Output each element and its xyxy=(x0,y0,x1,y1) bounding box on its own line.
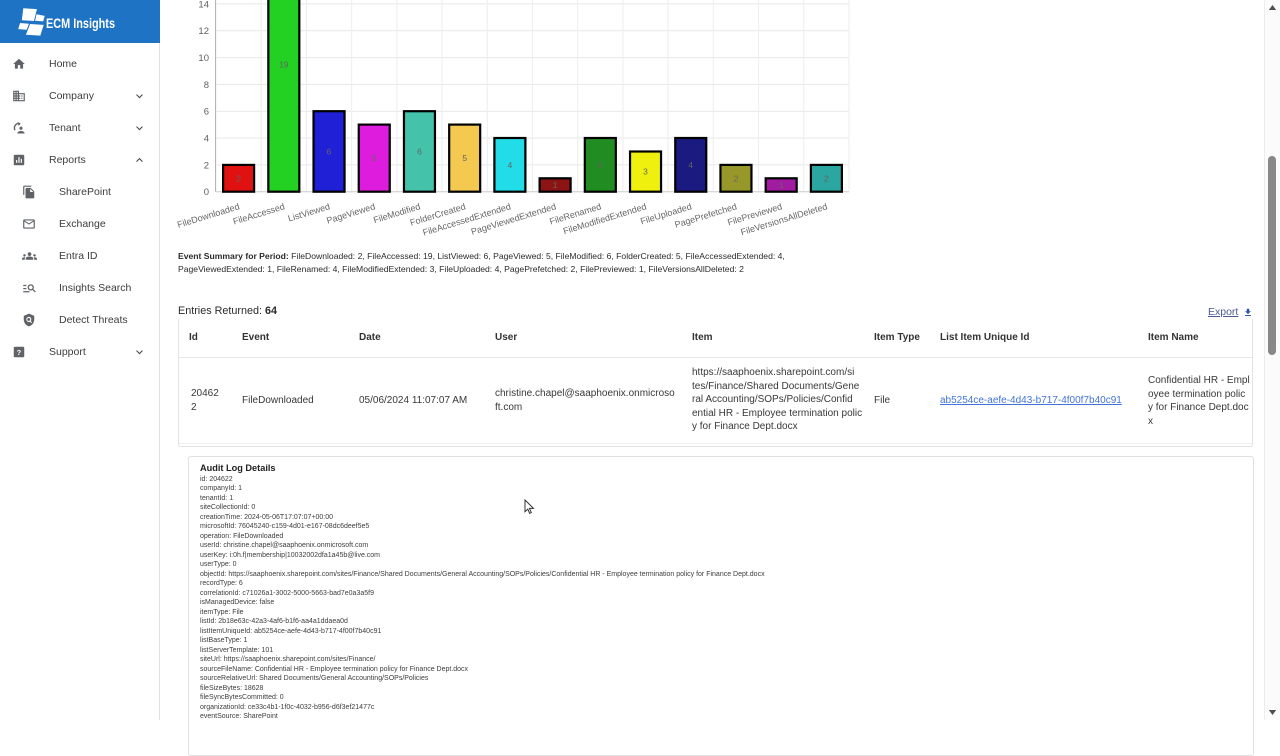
svg-text:3: 3 xyxy=(643,167,648,177)
svg-text:ECM Insights: ECM Insights xyxy=(46,15,115,31)
svg-text:6: 6 xyxy=(204,107,209,118)
svg-text:4: 4 xyxy=(688,160,693,170)
svg-text:8: 8 xyxy=(204,80,209,91)
svg-text:FileDownloaded: FileDownloaded xyxy=(176,201,241,229)
svg-text:14: 14 xyxy=(198,0,209,10)
svg-text:0: 0 xyxy=(204,187,209,198)
svg-text:4: 4 xyxy=(508,160,513,170)
svg-text:FileAccessed: FileAccessed xyxy=(232,201,286,226)
svg-text:2: 2 xyxy=(236,173,241,183)
svg-text:ListViewed: ListViewed xyxy=(287,201,331,223)
svg-text:6: 6 xyxy=(417,147,422,157)
svg-text:4: 4 xyxy=(204,134,209,145)
svg-text:2: 2 xyxy=(204,160,209,171)
svg-text:5: 5 xyxy=(372,153,377,163)
svg-text:4: 4 xyxy=(598,160,603,170)
svg-text:5: 5 xyxy=(462,153,467,163)
svg-text:1: 1 xyxy=(779,180,784,190)
svg-text:2: 2 xyxy=(824,173,829,183)
svg-text:2: 2 xyxy=(734,173,739,183)
svg-text:12: 12 xyxy=(198,26,209,37)
svg-text:19: 19 xyxy=(279,59,289,69)
svg-text:?: ? xyxy=(17,348,22,357)
svg-text:PageViewed: PageViewed xyxy=(325,201,376,225)
svg-text:10: 10 xyxy=(198,53,209,64)
svg-text:1: 1 xyxy=(553,180,558,190)
svg-text:6: 6 xyxy=(327,147,332,157)
